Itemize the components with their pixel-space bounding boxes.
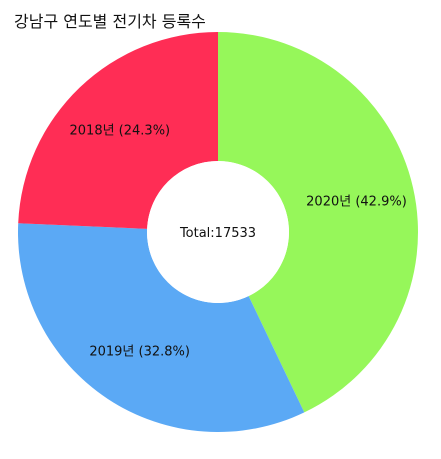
slice-label-2020년: 2020년 (42.9%) <box>306 195 407 210</box>
slice-label-2018년: 2018년 (24.3%) <box>70 123 171 138</box>
slice-2019년 <box>18 223 305 432</box>
center-total-label: Total:17533 <box>179 226 256 241</box>
slice-labels-group: 2020년 (42.9%) 2019년 (32.8%) 2018년 (24.3%) <box>70 123 407 359</box>
slice-label-2019년: 2019년 (32.8%) <box>89 344 190 359</box>
slices-group <box>18 32 418 432</box>
slice-2020년 <box>218 32 418 413</box>
chart-title: 강남구 연도별 전기차 등록수 <box>14 12 206 31</box>
donut-hole <box>147 161 289 303</box>
slice-2018년 <box>18 32 218 229</box>
